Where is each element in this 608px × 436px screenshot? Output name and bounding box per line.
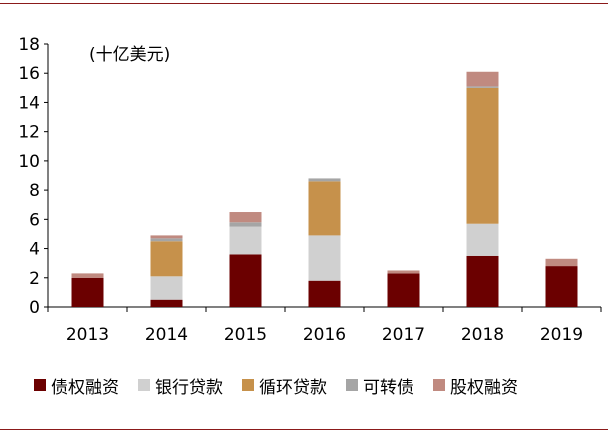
legend-swatch	[242, 379, 254, 391]
y-tick-label: 6	[29, 210, 40, 230]
bottom-rule	[0, 429, 608, 430]
x-tick-label: 2014	[145, 325, 188, 345]
bar-segment	[71, 277, 104, 307]
legend-label: 债权融资	[51, 377, 119, 398]
legend: 债权融资 银行贷款 循环贷款 可转债 股权融资	[34, 373, 537, 398]
bar-segment	[308, 280, 341, 307]
legend-swatch	[138, 379, 150, 391]
bar-segment	[308, 181, 341, 236]
top-rule	[0, 3, 608, 4]
y-tick-label: 10	[18, 152, 40, 172]
legend-label: 股权融资	[450, 377, 518, 398]
bar-segment	[308, 235, 341, 281]
bar-segment	[150, 241, 183, 277]
y-tick-label: 16	[18, 64, 40, 84]
y-tick-label: 12	[18, 123, 40, 143]
bar-segment	[387, 270, 420, 274]
stacked-bar-chart: 0 2 4 6 8 10 12 14 16 18 2013 2014 2015 2016 2017 2018 2…	[18, 35, 602, 345]
legend-item-equity-financing: 股权融资	[433, 373, 518, 398]
bar-segment	[229, 222, 262, 227]
bar-segment	[150, 276, 183, 300]
legend-item-revolving-loans: 循环贷款	[242, 373, 327, 398]
bar-segment	[387, 273, 420, 307]
unit-label: (十亿美元)	[89, 45, 170, 65]
bar-segment	[466, 255, 499, 307]
x-tick-label: 2013	[66, 325, 109, 345]
bar-segment	[71, 273, 104, 278]
bar-segment	[229, 212, 262, 223]
y-tick-label: 18	[18, 35, 40, 55]
bar-segment	[466, 87, 499, 224]
bar-segment	[150, 238, 183, 242]
bar-segment	[545, 258, 578, 267]
bar-segment	[545, 266, 578, 307]
y-tick-label: 2	[29, 269, 40, 289]
bar-segment	[150, 299, 183, 307]
y-tick-label: 8	[29, 181, 40, 201]
legend-swatch	[34, 379, 46, 391]
legend-label: 循环贷款	[259, 377, 327, 398]
bar-segment	[466, 71, 499, 87]
legend-item-convertible-bonds: 可转债	[346, 373, 414, 398]
y-tick-label: 14	[18, 93, 40, 113]
legend-swatch	[346, 379, 358, 391]
bar-segment	[229, 226, 262, 255]
y-tick-label: 0	[29, 298, 40, 318]
x-tick-label: 2019	[540, 325, 583, 345]
x-tick-label: 2017	[382, 325, 425, 345]
bar-segment	[150, 235, 183, 239]
legend-label: 银行贷款	[155, 377, 223, 398]
bar-segment	[308, 178, 341, 182]
x-tick-label: 2016	[303, 325, 346, 345]
bar-segment	[466, 223, 499, 256]
bar-segment	[229, 254, 262, 307]
bar-segment	[466, 86, 499, 88]
legend-swatch	[433, 379, 445, 391]
y-tick-label: 4	[29, 240, 40, 260]
x-tick-label: 2015	[224, 325, 267, 345]
legend-item-debt-financing: 债权融资	[34, 373, 119, 398]
x-tick-label: 2018	[461, 325, 504, 345]
legend-item-bank-loans: 银行贷款	[138, 373, 223, 398]
legend-label: 可转债	[363, 377, 414, 398]
